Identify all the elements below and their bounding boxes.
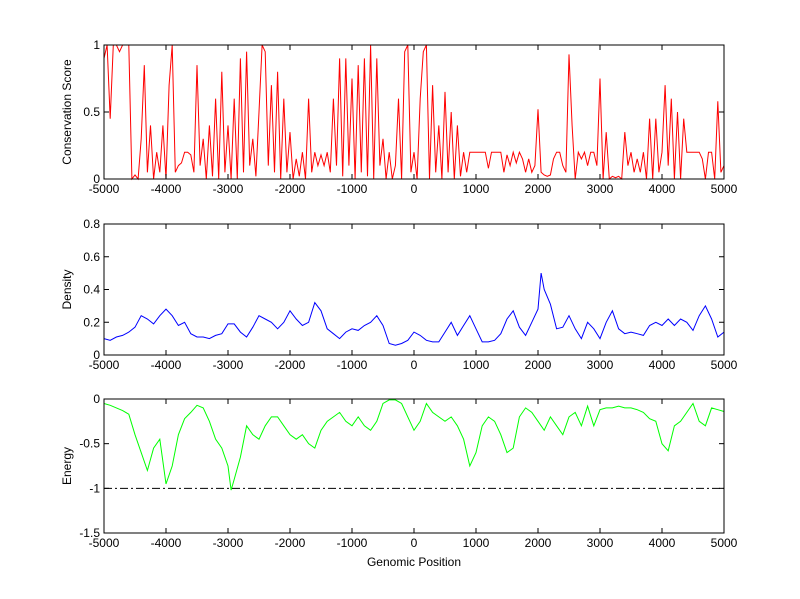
x-tick-label: 2000 xyxy=(525,536,552,550)
x-tick-label: 2000 xyxy=(525,358,552,372)
x-tick-label: 0 xyxy=(411,182,418,196)
y-tick-label: 0.4 xyxy=(83,283,100,297)
x-tick-label: -1000 xyxy=(337,182,368,196)
y-tick-label: 0 xyxy=(93,172,100,186)
y-tick-label: 0.8 xyxy=(83,217,100,231)
x-tick-label: 5000 xyxy=(711,182,738,196)
x-tick-label: 2000 xyxy=(525,182,552,196)
x-tick-label: 1000 xyxy=(463,536,490,550)
x-tick-label: 3000 xyxy=(587,182,614,196)
axes-box xyxy=(103,223,725,356)
x-tick-label: 3000 xyxy=(587,536,614,550)
x-tick-label: 3000 xyxy=(587,358,614,372)
x-tick-label: 0 xyxy=(411,358,418,372)
x-tick-label: 5000 xyxy=(711,358,738,372)
x-tick-label: -3000 xyxy=(213,182,244,196)
series-line-conservation-score xyxy=(103,44,725,181)
x-tick-label: -5000 xyxy=(89,182,120,196)
x-tick-label: -4000 xyxy=(151,182,182,196)
y-axis-label: Conservation Score xyxy=(60,59,74,165)
x-axis-label: Genomic Position xyxy=(367,555,461,569)
x-tick-label: 4000 xyxy=(649,536,676,550)
x-tick-label: -3000 xyxy=(213,358,244,372)
x-tick-label: 4000 xyxy=(649,358,676,372)
x-tick-label: -5000 xyxy=(89,536,120,550)
y-tick-label: 0 xyxy=(93,348,100,362)
subplot-2: -5000 -4000 -3000 -2000 -1000 0 1000 2000 3000 40… xyxy=(60,217,738,372)
y-tick-label: 0.6 xyxy=(83,250,100,264)
y-tick-label: 0.5 xyxy=(83,105,100,119)
series-line-density xyxy=(103,273,725,346)
x-tick-label: 0 xyxy=(411,536,418,550)
axes-box xyxy=(103,398,725,534)
y-axis-label: Density xyxy=(60,269,74,309)
subplot-1: -5000 -4000 -3000 -2000 -1000 0 1000 2000 3000 40… xyxy=(60,38,738,196)
x-tick-label: 4000 xyxy=(649,182,676,196)
x-tick-label: 1000 xyxy=(463,358,490,372)
x-tick-label: -2000 xyxy=(275,182,306,196)
x-tick-label: -2000 xyxy=(275,536,306,550)
subplot-3: -5000 -4000 -3000 -2000 -1000 0 1000 2000 3000 40… xyxy=(60,392,738,569)
x-tick-label: -2000 xyxy=(275,358,306,372)
x-tick-label: -4000 xyxy=(151,536,182,550)
series-line-energy xyxy=(103,399,725,491)
x-tick-label: -1000 xyxy=(337,358,368,372)
y-axis-label: Energy xyxy=(60,447,74,485)
y-tick-label: -1.5 xyxy=(79,526,100,540)
x-tick-label: 1000 xyxy=(463,182,490,196)
y-tick-label: 0 xyxy=(93,392,100,406)
y-tick-label: 1 xyxy=(93,38,100,52)
x-tick-label: -4000 xyxy=(151,358,182,372)
x-tick-label: 5000 xyxy=(711,536,738,550)
y-tick-label: -0.5 xyxy=(79,437,100,451)
x-tick-label: -5000 xyxy=(89,358,120,372)
x-tick-label: -1000 xyxy=(337,536,368,550)
y-tick-label: 0.2 xyxy=(83,315,100,329)
x-tick-label: -3000 xyxy=(213,536,244,550)
y-tick-label: -1 xyxy=(89,481,100,495)
